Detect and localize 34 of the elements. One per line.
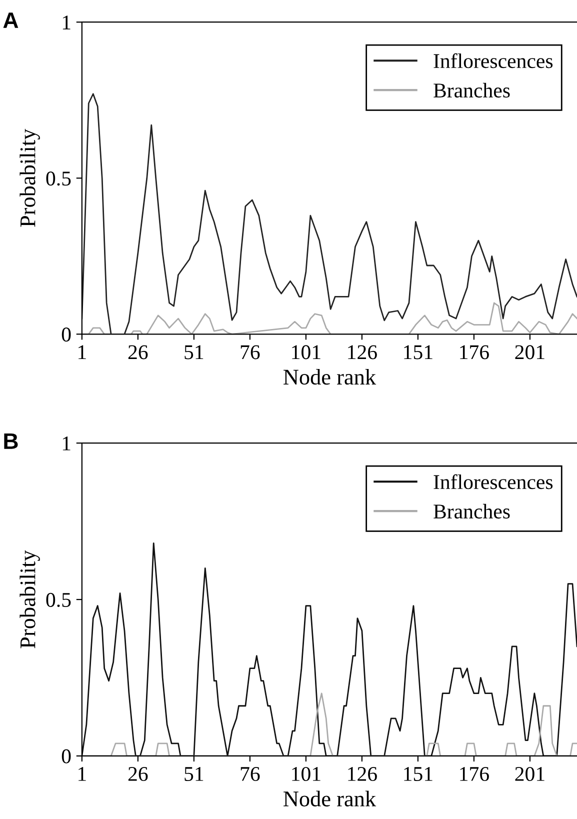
legend-label: Inflorescences [434, 53, 553, 68]
x-axis-title: Node rank [284, 790, 376, 806]
x-tick-label: 176 [460, 345, 489, 360]
x-tick-label: 26 [128, 345, 148, 360]
y-tick-label: 0 [62, 749, 71, 764]
x-tick-label: 1 [78, 767, 86, 781]
y-axis-title: Probability [20, 128, 40, 227]
y-tick-label: 0 [62, 328, 71, 342]
chart-title: B [4, 434, 18, 449]
x-tick-label: 151 [404, 767, 432, 782]
x-tick-label: 201 [515, 345, 544, 360]
legend-label: Inflorescences [434, 474, 553, 490]
x-tick-label: 101 [292, 345, 320, 360]
x-tick-label: 101 [292, 766, 320, 782]
x-tick-label: 51 [184, 345, 204, 360]
x-tick-label: 201 [515, 766, 544, 782]
legend-label: Branches [434, 82, 510, 98]
x-tick-label: 126 [348, 345, 377, 360]
y-tick-label: 0.5 [46, 172, 71, 186]
x-tick-label: 76 [240, 767, 260, 782]
x-tick-label: 126 [348, 767, 377, 782]
x-tick-label: 151 [404, 345, 432, 360]
x-tick-label: 76 [240, 345, 260, 360]
chart-title: A [3, 12, 18, 28]
x-tick-label: 26 [128, 767, 148, 782]
y-axis-title: Probability [20, 550, 40, 648]
x-axis-title: Node rank [284, 369, 376, 385]
x-tick-label: 176 [460, 767, 489, 782]
legend-label: Branches [434, 504, 510, 519]
y-tick-label: 1 [62, 16, 70, 30]
x-tick-label: 51 [184, 767, 204, 782]
x-tick-label: 1 [78, 345, 86, 360]
y-tick-label: 1 [62, 436, 70, 450]
y-tick-label: 0.5 [46, 592, 71, 608]
